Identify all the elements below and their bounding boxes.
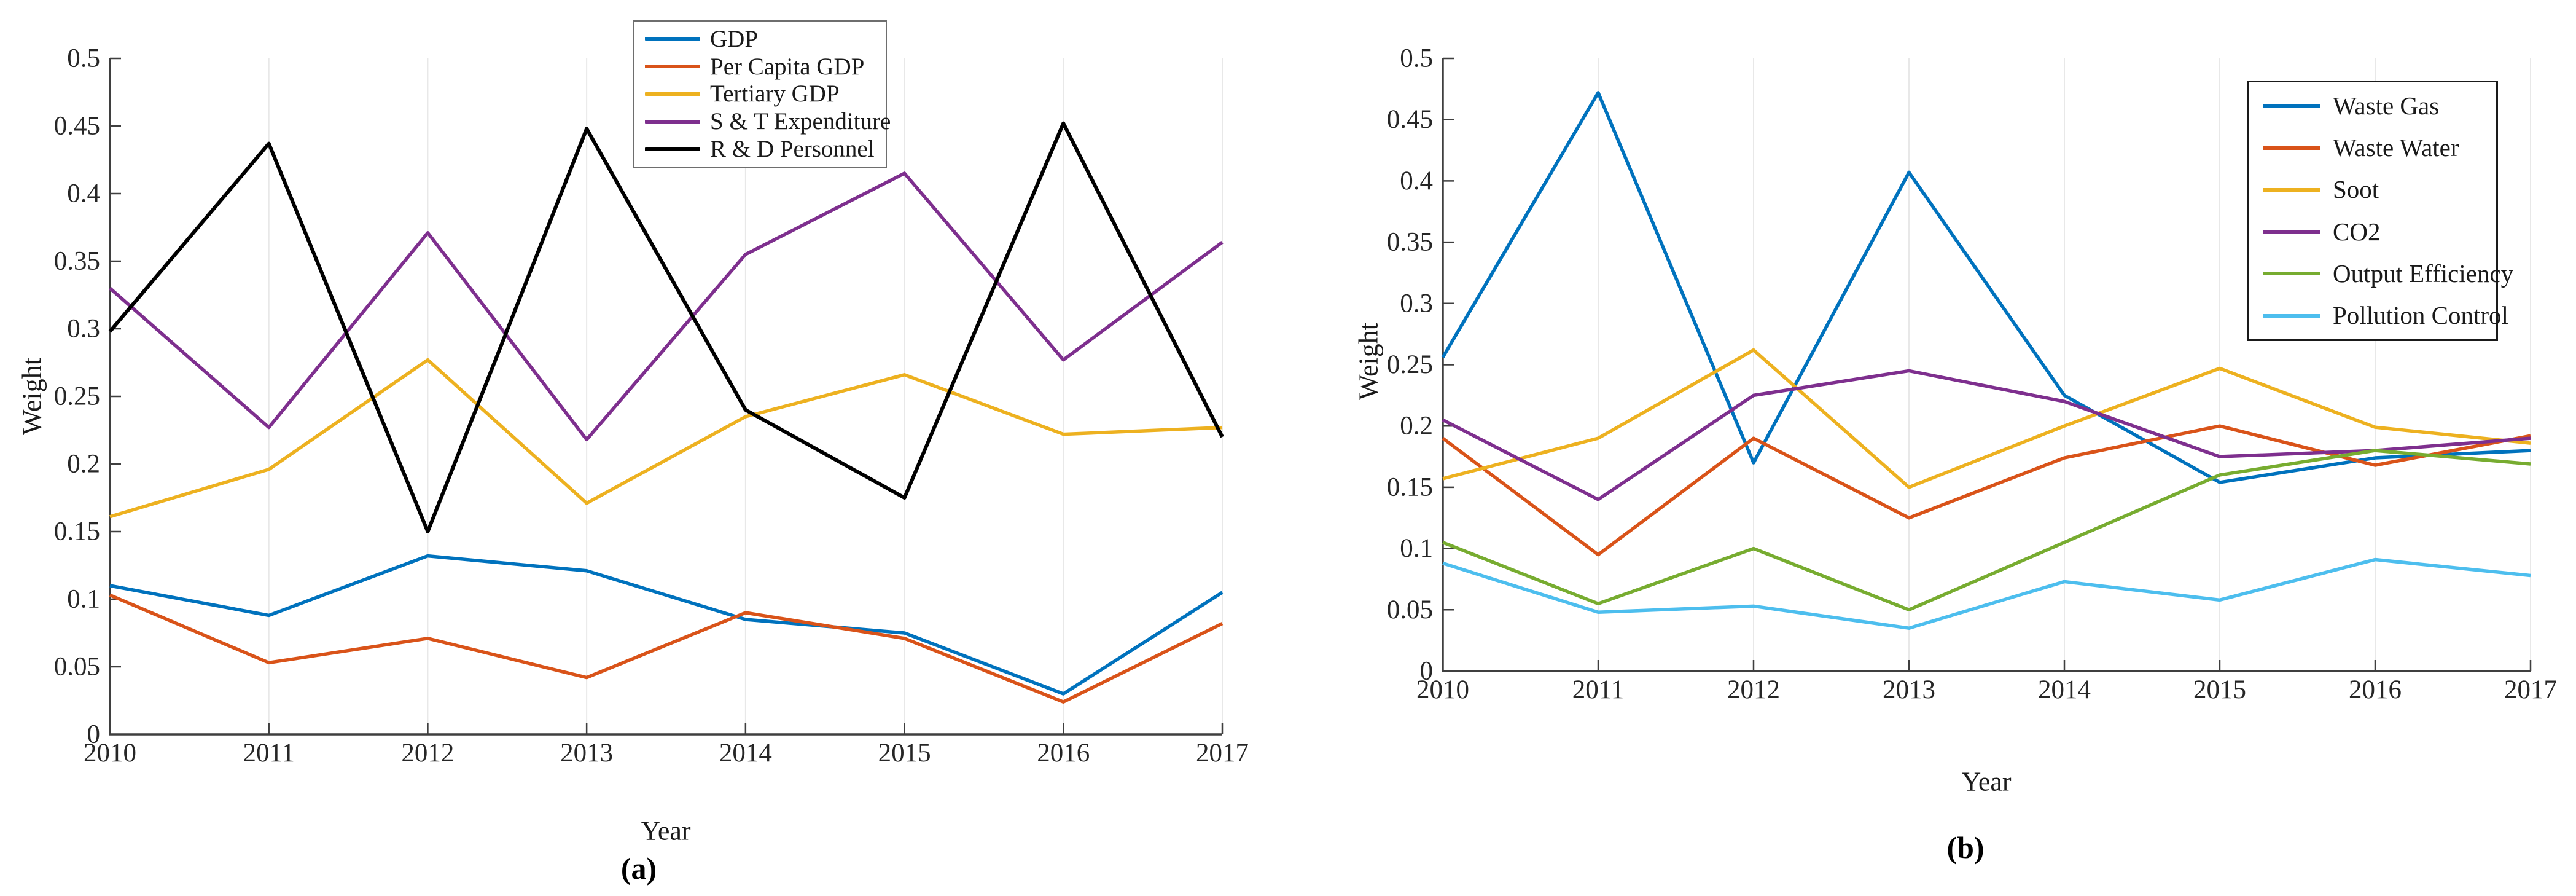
x-tick-label: 2014 <box>2038 675 2091 704</box>
x-tick-label: 2016 <box>1037 739 1090 768</box>
y-tick-label: 0.35 <box>1387 228 1433 257</box>
legend-line-sample <box>645 65 700 69</box>
y-tick-label: 0.4 <box>1400 167 1433 195</box>
legend-label: GDP <box>710 25 759 52</box>
legend-item-output-efficiency: Output Efficiency <box>2263 253 2513 294</box>
legend-line-sample <box>645 92 700 96</box>
legend-label: R & D Personnel <box>710 136 875 163</box>
y-tick-label: 0.15 <box>1387 473 1433 501</box>
legend-a: GDP Per Capita GDP Tertiary GDP S & T Expen… <box>633 20 891 168</box>
series-line-output-efficiency <box>1442 449 2531 612</box>
legend-item-r-d-personnel: R & D Personnel <box>645 135 886 163</box>
legend-line-sample <box>2263 313 2320 318</box>
y-tick-label: 0.35 <box>54 247 100 276</box>
y-tick-label: 0.25 <box>54 382 100 411</box>
y-axis-label-b: Weight <box>1353 323 1384 400</box>
series-line-r-d-personnel <box>108 121 1224 533</box>
y-tick-label: 0.4 <box>67 179 100 208</box>
legend-item-waste-water: Waste Water <box>2263 127 2496 168</box>
x-tick-label: 2016 <box>2349 675 2402 704</box>
series-line-tertiary-gdp <box>109 358 1223 519</box>
y-tick-label: 0.05 <box>1387 595 1433 624</box>
legend-line-sample <box>645 119 700 124</box>
legend-label: CO2 <box>2333 217 2381 246</box>
x-tick-label: 2011 <box>243 739 295 768</box>
legend-item-tertiary-gdp: Tertiary GDP <box>645 81 886 108</box>
x-tick-label: 2015 <box>2193 675 2246 704</box>
y-tick-label: 0 <box>1420 657 1434 686</box>
y-tick-label: 0.5 <box>1400 44 1433 73</box>
legend-label: Waste Gas <box>2333 91 2440 120</box>
legend-b: Waste Gas Waste Water Soot CO2 Output Effici… <box>2247 81 2513 341</box>
series-line-gdp <box>109 554 1224 696</box>
x-axis-label-b: Year <box>1961 766 2012 797</box>
legend-line-sample <box>2263 230 2320 234</box>
caption-a: (a) <box>620 851 657 886</box>
y-tick-label: 0.15 <box>54 517 100 546</box>
caption-b: (b) <box>1946 830 1985 865</box>
x-tick-label: 2014 <box>719 739 772 768</box>
legend-label: Output Efficiency <box>2333 259 2514 288</box>
legend-item-per-capita-gdp: Per Capita GDP <box>645 53 886 81</box>
y-tick-label: 0.45 <box>54 112 100 141</box>
legend-label: Soot <box>2333 175 2379 204</box>
legend-item-pollution-control: Pollution Control <box>2263 295 2508 337</box>
legend-item-gdp: GDP <box>645 25 886 53</box>
x-tick-label: 2013 <box>1883 675 1935 704</box>
y-tick-label: 0.45 <box>1387 105 1433 134</box>
y-tick-label: 0 <box>87 720 101 749</box>
legend-label: Pollution Control <box>2333 301 2508 330</box>
x-tick-label: 2012 <box>1727 675 1780 704</box>
y-tick-label: 0.2 <box>67 450 100 479</box>
x-tick-label: 2017 <box>1196 739 1249 768</box>
x-tick-label: 2010 <box>1416 675 1469 704</box>
legend-label: Per Capita GDP <box>710 53 865 80</box>
x-tick-label: 2012 <box>401 739 454 768</box>
legend-label: S & T Expenditure <box>710 108 891 135</box>
legend-line-sample <box>645 147 700 151</box>
legend-label: Tertiary GDP <box>710 81 840 108</box>
legend-item-co2: CO2 <box>2263 211 2496 253</box>
y-tick-label: 0.3 <box>67 315 100 344</box>
legend-item-soot: Soot <box>2263 169 2496 211</box>
y-tick-label: 0.25 <box>1387 350 1433 379</box>
series-line-s-t-expenditure <box>109 171 1224 442</box>
y-tick-label: 0.1 <box>1400 534 1433 563</box>
x-tick-label: 2011 <box>1572 675 1624 704</box>
y-tick-label: 0.05 <box>54 653 100 682</box>
legend-item-waste-gas: Waste Gas <box>2263 85 2496 127</box>
series-line-waste-water <box>1442 424 2531 557</box>
x-tick-label: 2015 <box>878 739 931 768</box>
series-line-pollution-control <box>1442 557 2531 630</box>
legend-label: Waste Water <box>2333 133 2459 162</box>
legend-line-sample <box>2263 187 2320 192</box>
y-tick-label: 0.3 <box>1400 289 1433 318</box>
series-line-waste-gas <box>1441 91 2531 484</box>
series-line-co2 <box>1442 369 2531 501</box>
x-axis-label-a: Year <box>641 815 691 846</box>
x-tick-label: 2017 <box>2504 675 2557 704</box>
legend-line-sample <box>2263 104 2320 108</box>
series-line-per-capita-gdp <box>109 593 1224 704</box>
y-tick-label: 0.1 <box>67 585 100 614</box>
y-tick-label: 0.2 <box>1400 412 1433 441</box>
legend-item-s-t-expenditure: S & T Expenditure <box>645 108 891 135</box>
x-tick-label: 2013 <box>560 739 613 768</box>
legend-line-sample <box>645 37 700 41</box>
y-tick-label: 0.5 <box>67 44 100 73</box>
x-tick-label: 2010 <box>84 739 136 768</box>
series-line-soot <box>1442 348 2531 489</box>
legend-line-sample <box>2263 146 2320 150</box>
legend-line-sample <box>2263 272 2320 276</box>
